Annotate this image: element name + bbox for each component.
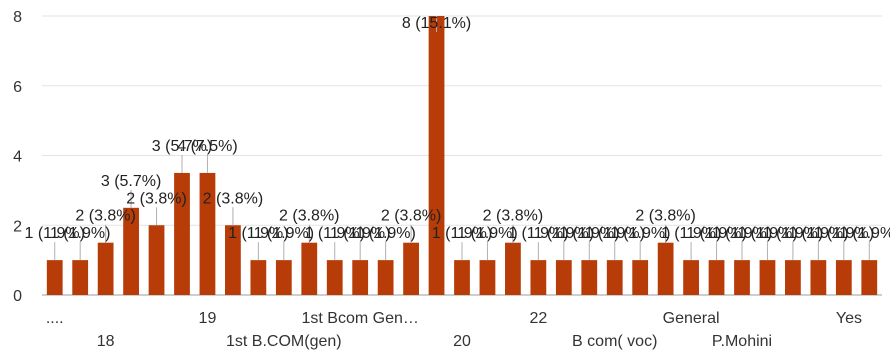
y-tick-label: 4: [13, 149, 22, 166]
bar: [657, 242, 674, 295]
data-label: 1 (1.9%): [50, 225, 110, 242]
data-label: 2 (3.8%): [203, 190, 263, 207]
bar: [352, 260, 369, 295]
bar: [326, 260, 343, 295]
data-label: 1 (1.9%): [788, 225, 848, 242]
bar: [225, 225, 241, 295]
bar: [861, 260, 878, 295]
bar: [97, 242, 114, 295]
data-label: 8 (15.1%): [402, 15, 471, 32]
data-label: 2 (3.8%): [75, 208, 135, 225]
label-leaders: [54, 16, 870, 261]
data-label: 2 (3.8%): [381, 208, 441, 225]
bar: [72, 260, 89, 295]
data-label: 1 (1.9%): [24, 225, 84, 242]
y-tick-label: 0: [13, 288, 22, 305]
bar: [505, 242, 521, 295]
bar: [199, 172, 216, 295]
x-tick-label: General: [663, 310, 720, 327]
bar: [606, 260, 623, 295]
bar: [148, 225, 165, 295]
data-label: 1 (1.9%): [686, 225, 746, 242]
data-label: 1 (1.9%): [432, 225, 492, 242]
data-label: 1 (1.9%): [559, 225, 619, 242]
bar: [835, 260, 852, 295]
bar: [46, 260, 63, 295]
data-label: 1 (1.9%): [254, 225, 314, 242]
data-label: 1 (1.9%): [839, 225, 890, 242]
data-label: 1 (1.9%): [228, 225, 288, 242]
data-label: 1 (1.9%): [610, 225, 670, 242]
y-tick-label: 8: [13, 9, 22, 26]
data-label: 1 (1.9%): [330, 225, 390, 242]
data-label: 1 (1.9%): [712, 225, 772, 242]
bar: [479, 260, 496, 295]
bar: [555, 260, 572, 295]
x-axis: .... 18 19 1st B.COM(gen) 1st Bcom Gen… 20 22 B…: [46, 310, 862, 350]
x-tick-label: 20: [453, 333, 471, 350]
data-label: 1 (1.9%): [304, 225, 364, 242]
y-axis: 0 2 4 6 8: [13, 9, 22, 305]
x-tick-label: 22: [529, 310, 547, 327]
bar: [301, 242, 318, 295]
bar: [683, 260, 699, 295]
data-label: 1 (1.9%): [508, 225, 568, 242]
data-label: 3 (5.7%): [101, 173, 161, 190]
data-label: 1 (1.9%): [584, 225, 644, 242]
bar: [810, 260, 827, 295]
data-label: 1 (1.9%): [457, 225, 517, 242]
data-label: 2 (3.8%): [126, 190, 186, 207]
y-tick-label: 2: [13, 218, 22, 235]
data-label: 1 (1.9%): [814, 225, 874, 242]
bar: [428, 16, 445, 295]
bar: [632, 260, 649, 295]
bar: [403, 242, 419, 295]
x-tick-label: Yes: [836, 310, 862, 327]
data-label: 1 (1.9%): [355, 225, 415, 242]
x-tick-label: B com( voc): [572, 333, 657, 350]
x-tick-label: 19: [199, 310, 217, 327]
bar: [785, 260, 801, 295]
x-tick-label: ....: [46, 310, 64, 327]
bar: [250, 260, 267, 295]
x-tick-label: 1st Bcom Gen…: [301, 310, 418, 327]
data-label: 2 (3.8%): [483, 208, 543, 225]
bar: [454, 260, 470, 295]
bar: [734, 260, 750, 295]
bar: [174, 172, 190, 295]
bar: [275, 260, 292, 295]
y-tick-label: 6: [13, 79, 22, 96]
data-label: 3 (5.7%): [152, 138, 212, 155]
bar: [759, 260, 776, 295]
bar: [708, 260, 725, 295]
data-label: 2 (3.8%): [635, 208, 695, 225]
bar: [530, 260, 547, 295]
data-label: 1 (1.9%): [661, 225, 721, 242]
x-tick-label: 1st B.COM(gen): [226, 333, 342, 350]
x-tick-label: 18: [97, 333, 115, 350]
data-label: 1 (1.9%): [534, 225, 594, 242]
bar: [581, 260, 598, 295]
data-labels: 1 (1.9%)1 (1.9%)2 (3.8%)3 (5.7%)2 (3.8%)…: [24, 15, 890, 242]
data-label: 1 (1.9%): [737, 225, 797, 242]
bar: [377, 260, 394, 295]
data-label: 4 (7.5%): [177, 138, 237, 155]
x-tick-label: P.Mohini: [712, 333, 772, 350]
data-label: 1 (1.9%): [763, 225, 823, 242]
data-label: 2 (3.8%): [279, 208, 339, 225]
bars: [46, 16, 878, 295]
bar: [123, 207, 139, 295]
